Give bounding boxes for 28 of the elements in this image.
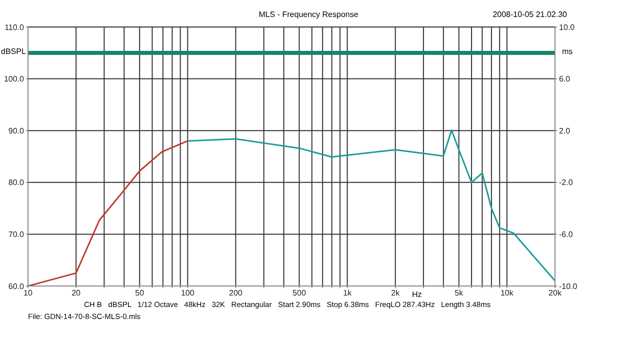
x-tick-label: 10 [24, 288, 33, 298]
y-tick-label: 70.0 [8, 230, 25, 240]
text: 2008-10-05 21.02.30 [492, 10, 567, 19]
x-tick-label: 1k [343, 288, 353, 298]
y-tick-label: 60.0 [8, 282, 25, 291]
chart-title: MLS - Frequency Response [258, 10, 358, 19]
y-tick-label: 100.0 [4, 74, 25, 84]
y2-tick-label: 6.0 [559, 74, 571, 84]
y-tick-label: 90.0 [8, 126, 25, 136]
y2-tick-label: -6.0 [559, 230, 574, 240]
x-tick-label: 2k [391, 288, 401, 298]
y2-axis-title: ms [562, 47, 573, 56]
y-axis-title: dBSPL [1, 47, 26, 56]
x-tick-label: 200 [229, 288, 243, 298]
x-tick-label: 10k [500, 288, 514, 298]
x-axis-title: Hz [412, 290, 422, 299]
x-tick-label: 20k [548, 288, 562, 298]
y2-tick-label: -10.0 [559, 282, 578, 291]
y-tick-label: 110.0 [4, 22, 25, 32]
x-tick-label: 50 [135, 288, 145, 298]
y2-tick-label: -2.0 [559, 178, 574, 188]
x-tick-label: 5k [454, 288, 464, 298]
x-tick-label: 500 [292, 288, 306, 298]
y-tick-label: 80.0 [8, 178, 25, 188]
x-tick-label: 20 [72, 288, 82, 298]
y2-tick-label: 10.0 [559, 22, 576, 32]
x-tick-label: 100 [180, 288, 195, 298]
y2-tick-label: 2.0 [559, 126, 571, 136]
